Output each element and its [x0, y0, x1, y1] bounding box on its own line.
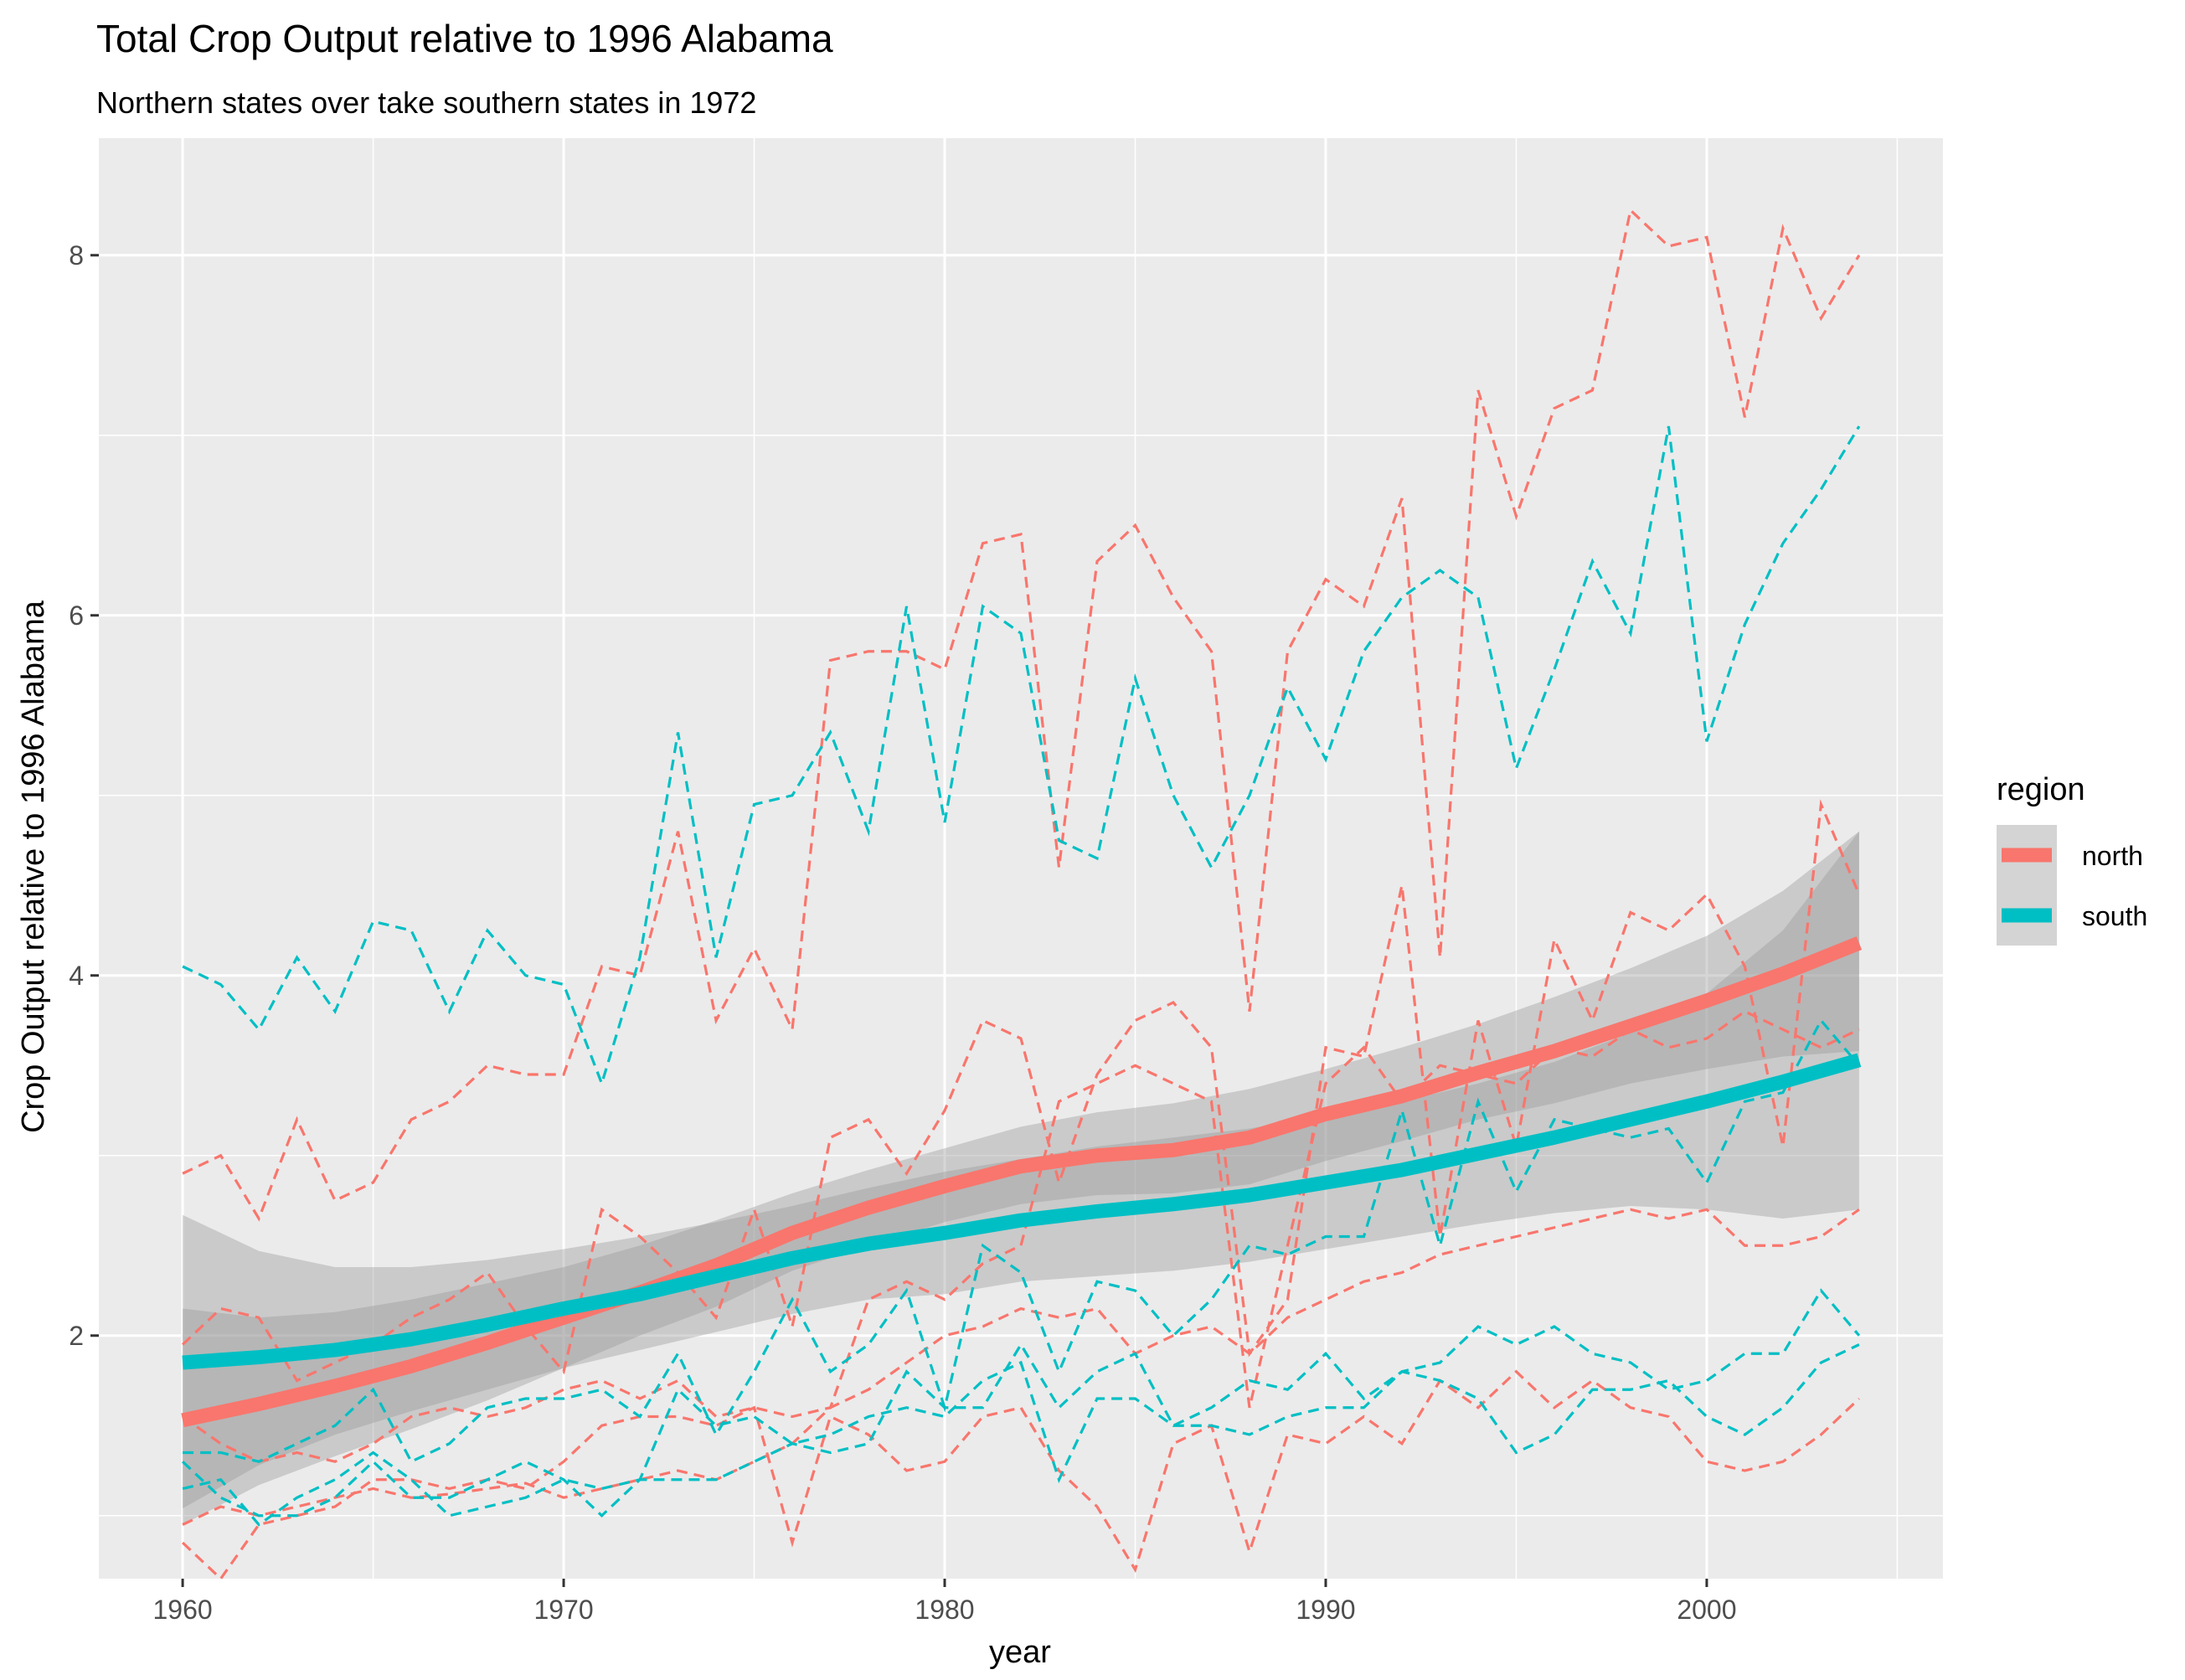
series-line-north-0 [182, 1208, 1860, 1526]
x-tick-label: 2000 [1677, 1595, 1736, 1625]
series-line-north-4 [182, 1009, 1860, 1463]
smooth-line-north [181, 936, 1863, 1428]
x-tick-label: 1960 [152, 1595, 212, 1625]
series-line-south-5 [182, 425, 1861, 1088]
x-tick-label: 1980 [915, 1595, 974, 1625]
x-axis-title: year [989, 1635, 1051, 1670]
series-line-north-2 [181, 799, 1861, 1383]
grid-minor [99, 138, 1943, 1579]
confidence-ribbon-north [183, 831, 1859, 1525]
legend-label-south: south [2082, 901, 2147, 931]
series-line-north-1 [182, 207, 1861, 1222]
smooth-line-south [182, 1053, 1862, 1370]
legend-title: region [1997, 772, 2085, 807]
x-tick-label: 1990 [1296, 1595, 1355, 1625]
legend-label-north: north [2082, 841, 2143, 871]
x-axis: 1960 1970 1980 1990 2000 [152, 1579, 1737, 1625]
smooth-lines [181, 936, 1863, 1428]
legend: region north south [1997, 772, 2147, 946]
grid-major [99, 138, 1943, 1579]
legend-entries: north south [1997, 825, 2147, 946]
y-axis: 2 4 6 8 [69, 240, 99, 1351]
x-tick-label: 1970 [533, 1595, 593, 1625]
chart-subtitle: Northern states over take southern state… [96, 85, 756, 120]
y-tick-label: 8 [69, 240, 84, 271]
y-axis-title: Crop Output relative to 1996 Alabama [16, 600, 51, 1133]
chart-title: Total Crop Output relative to 1996 Alaba… [96, 17, 833, 60]
y-tick-label: 6 [69, 600, 84, 631]
y-tick-label: 2 [69, 1321, 84, 1351]
series-line-south-7 [182, 1343, 1860, 1527]
y-tick-label: 4 [69, 961, 84, 991]
